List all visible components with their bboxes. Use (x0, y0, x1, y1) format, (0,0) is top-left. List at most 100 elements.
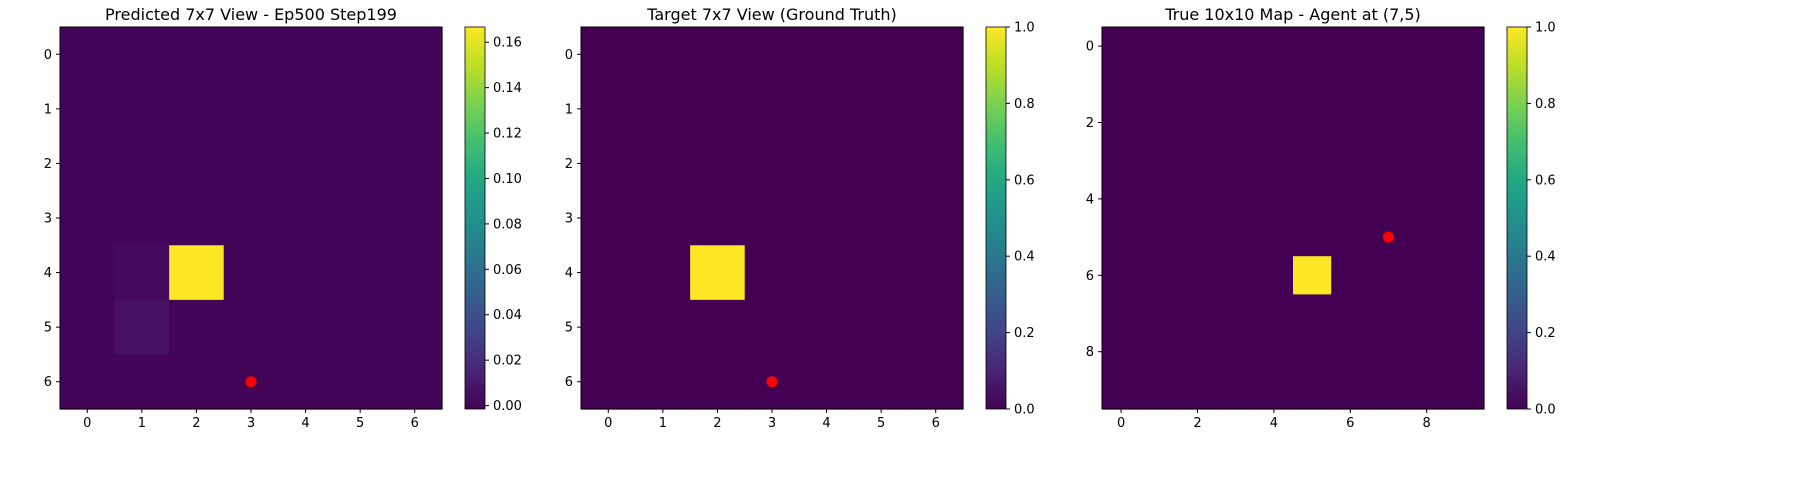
y-tick-label: 1 (44, 102, 52, 117)
y-tick-label: 4 (44, 266, 52, 281)
heatmap-cell (744, 136, 800, 192)
heatmap-cell (223, 299, 279, 356)
y-tick-label: 1 (565, 102, 573, 117)
heatmap-cell (1254, 256, 1294, 295)
heatmap-cell (1331, 141, 1370, 181)
heatmap-cell (1140, 103, 1179, 143)
heatmap-cell (1331, 332, 1370, 372)
heatmap-cell (387, 354, 443, 410)
colorbar: 0.00 0.02 0.04 0.06 0.08 0.10 0.12 0.14 0.16 (464, 26, 522, 414)
heatmap-cell (690, 190, 746, 246)
y-tick-label: 3 (565, 212, 573, 227)
colorbar-tick-label: 0.04 (493, 308, 522, 323)
heatmap-cell (278, 81, 334, 137)
colorbar-tick-label: 0.8 (1014, 97, 1035, 112)
heatmap-cell (1102, 103, 1141, 143)
heatmap-cell (1331, 218, 1370, 257)
heatmap-cell (223, 81, 279, 137)
chart-title: Predicted 7x7 View - Ep500 Step199 (105, 5, 397, 24)
y-tick-label: 3 (44, 212, 52, 227)
heatmap-cell (1254, 141, 1294, 181)
heatmap-cell (1293, 179, 1332, 219)
heatmap-cell (1216, 103, 1256, 143)
heatmap-cell (1293, 370, 1332, 410)
heatmap-cells (1102, 27, 1485, 410)
colorbar-tick-label: 0.2 (1535, 326, 1556, 341)
heatmap-cell (60, 136, 116, 192)
heatmap-cell (387, 245, 443, 301)
heatmap-cell (278, 136, 334, 192)
heatmap-cell (853, 81, 910, 137)
heatmap-cell (1216, 256, 1256, 295)
heatmap-cell (635, 136, 691, 192)
heatmap-cell (744, 245, 800, 301)
colorbar-tick-label: 0.0 (1014, 403, 1035, 418)
heatmap-cell (581, 354, 637, 410)
heatmap-cell (60, 299, 116, 356)
heatmap-cell (908, 299, 964, 356)
heatmap-cell (908, 190, 964, 246)
heatmap-cell (1254, 370, 1294, 410)
heatmap-cell (853, 354, 910, 410)
heatmap-cell (1369, 27, 1409, 66)
heatmap-cell (1369, 294, 1409, 334)
heatmap-cell (169, 354, 225, 410)
heatmap-cell (223, 245, 279, 301)
y-tick-label: 0 (1086, 40, 1094, 55)
agent-marker (1383, 231, 1394, 243)
heatmap-cell (1178, 218, 1218, 257)
heatmap-cell (223, 136, 279, 192)
heatmap-cell (635, 27, 691, 83)
y-tick-label: 6 (565, 375, 573, 390)
heatmap-cell (1445, 103, 1485, 143)
heatmap-cell (1102, 256, 1141, 295)
colorbar-tick-label: 0.16 (493, 36, 522, 51)
heatmap-cell (1216, 370, 1256, 410)
heatmap-cell (278, 190, 334, 246)
heatmap-cell (1369, 65, 1409, 104)
heatmap-cell (1178, 332, 1218, 372)
colorbar-tick-label: 1.0 (1014, 21, 1035, 36)
heatmap-cell (1178, 103, 1218, 143)
heatmap-cell (114, 27, 170, 83)
heatmap-cell (1254, 218, 1294, 257)
colorbar: 0.0 0.2 0.4 0.6 0.8 1.0 (1506, 21, 1556, 418)
heatmap-cell (1407, 27, 1447, 66)
heatmap-cell (1140, 65, 1179, 104)
colorbar-tick-label: 0.10 (493, 172, 522, 187)
x-tick-label: 6 (1346, 416, 1354, 431)
heatmap-cell (1140, 370, 1179, 410)
heatmap-cell (853, 299, 910, 356)
x-tick-label: 0 (1117, 416, 1125, 431)
colorbar-tick-label: 0.8 (1535, 97, 1556, 112)
x-tick-label: 0 (83, 416, 91, 431)
y-tick-label: 0 (44, 48, 52, 63)
heatmap-cell (1445, 27, 1485, 66)
heatmap-cell (581, 245, 637, 301)
heatmap-cell (799, 299, 855, 356)
heatmap-cell (799, 190, 855, 246)
heatmap-cell (1293, 141, 1332, 181)
heatmap-cell (114, 354, 170, 410)
heatmap-cell (635, 354, 691, 410)
colorbar-tick-label: 0.4 (1535, 250, 1556, 265)
heatmap-cell (1293, 27, 1332, 66)
heatmap-cell (581, 190, 637, 246)
heatmap-cell (1140, 27, 1179, 66)
heatmap-cell (1140, 218, 1179, 257)
heatmap-cell (1293, 65, 1332, 104)
heatmap-cell (387, 136, 443, 192)
heatmap-cell (799, 354, 855, 410)
heatmap-cell (799, 27, 855, 83)
heatmap-cell (908, 354, 964, 410)
x-tick-label: 5 (877, 416, 885, 431)
heatmap-cell (635, 245, 691, 301)
chart-title: Target 7x7 View (Ground Truth) (646, 5, 897, 24)
x-tick-label: 2 (1193, 416, 1201, 431)
heatmap-cell (1407, 65, 1447, 104)
heatmap-cell (169, 136, 225, 192)
heatmap-cell (1140, 179, 1179, 219)
colorbar-tick-label: 0.2 (1014, 326, 1035, 341)
heatmap-cell (1102, 27, 1141, 66)
